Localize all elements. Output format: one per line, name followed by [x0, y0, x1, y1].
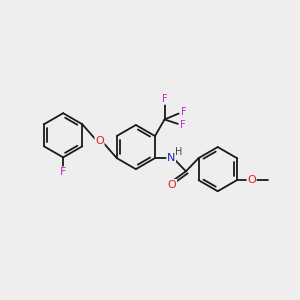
Text: F: F [181, 107, 187, 117]
Text: F: F [180, 120, 186, 130]
Text: F: F [60, 167, 66, 177]
Text: O: O [247, 175, 256, 185]
Text: O: O [168, 180, 176, 190]
Text: O: O [95, 136, 104, 146]
Text: H: H [176, 147, 183, 157]
Text: N: N [167, 153, 176, 163]
Text: F: F [162, 94, 167, 104]
